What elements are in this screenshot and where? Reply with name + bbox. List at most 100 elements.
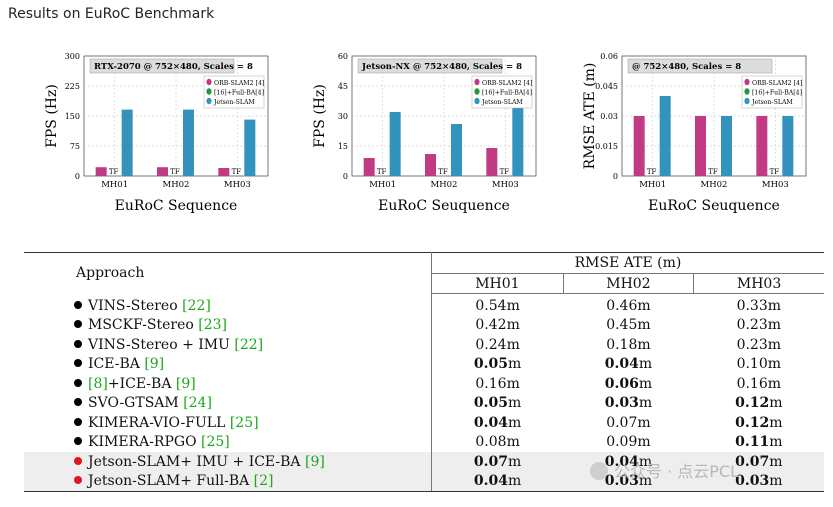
legend-label: ORB-SLAM2 [4] [214,80,264,87]
y-axis-label: FPS (Hz) [312,84,328,148]
x-axis-label: EuRoC Seuquence [648,198,780,214]
y-tick-label: 15 [338,142,348,151]
approach-cell: KIMERA-RPGO [25] [24,432,432,452]
value-cell-mh01: 0.08m [475,434,520,451]
black-dot-icon [74,359,82,368]
bar-orb-slam2-4--mh02 [425,154,436,176]
value-cell-mh02: 0.18m [606,336,651,353]
x-axis-label: EuRoC Seuquence [378,198,510,214]
citation: [2] [253,473,274,490]
value-cell-mh03: 0.11m [735,434,783,451]
black-dot-icon [74,378,82,387]
legend-label: Jetson-SLAM [751,99,793,106]
tf-label: TF [109,168,119,176]
approach-cell: Jetson-SLAM+ IMU + ICE-BA [9] [24,452,432,472]
y-tick-label: 0 [613,172,618,181]
x-tick-label: MH01 [639,180,666,190]
value-cell-mh03: 0.03m [693,471,824,492]
value-cell-mh01: 0.54m [475,297,520,314]
watermark-text: 公众号 · 点云PCL [614,462,739,481]
y-tick-label: 45 [338,82,348,91]
black-dot-icon [74,437,82,446]
table-row: ICE-BA [9] 0.05m 0.04m 0.10m [24,354,824,374]
value-cell-mh01: 0.07m [431,452,564,472]
chart-rmse-ate: 0 0.015 0.03 0.045 0.06 MH01 TF MH02 TF MH03 TF @ 7… [560,45,820,235]
black-dot-icon [74,398,82,407]
approach-header: Approach [24,252,432,294]
y-tick-label: 225 [65,82,80,91]
black-dot-icon [74,320,82,329]
citation: [9] [144,356,165,373]
x-tick-label: MH02 [163,180,190,190]
citation: [23] [198,317,228,334]
legend-label: ORB-SLAM2 [4] [482,80,532,87]
legend-label: [16]+Full-BA[4] [214,90,264,97]
tf-label: TF [438,168,448,176]
value-cell-mh03: 0.33m [736,297,782,314]
bar-orb-slam2-4--mh01 [633,116,645,176]
table-row: [8]+ICE-BA [9] 0.16m 0.06m 0.16m [24,374,824,394]
legend-marker [206,88,212,95]
chart-title: @ 752×480, Scales = 8 [632,62,741,72]
y-tick-label: 0.015 [595,142,618,151]
bar-jetson-slam-mh02 [451,124,462,176]
table-row: VINS-Stereo + IMU [22] 0.24m 0.18m 0.23m [24,335,824,355]
bar-jetson-slam-mh02 [721,116,732,176]
value-cell-mh03: 0.10m [736,356,782,373]
bar-orb-slam2-4--mh02 [157,167,168,176]
value-cell-mh02: 0.46m [606,297,651,314]
results-table: Approach RMSE ATE (m) MH01 MH02 MH03 VIN… [24,252,824,492]
bar-jetson-slam-mh03 [782,116,794,176]
tf-label: TF [770,168,780,176]
tf-label: TF [500,168,510,176]
bar-jetson-slam-mh01 [121,109,133,176]
approach-name: +ICE-BA [107,375,176,392]
approach-cell: [8]+ICE-BA [9] [24,374,432,394]
approach-name: Jetson-SLAM+ Full-BA [88,473,254,490]
approach-cell: MSCKF-Stereo [23] [24,315,432,335]
value-cell-mh01: 0.16m [475,375,520,392]
approach-cell: Jetson-SLAM+ Full-BA [2] [24,471,432,492]
black-dot-icon [74,417,82,426]
chart-svg-jetson-nx: 0 15 30 45 60 MH01 TF MH02 TF MH03 TF Jetson-NX @ 7… [312,52,537,214]
chart-title-box [89,58,235,74]
value-cell-mh02: 0.45m [606,317,651,334]
approach-name: ICE-BA [88,356,145,373]
legend-marker [744,97,750,105]
value-cell-mh02: 0.09m [606,434,651,451]
chart-jetson-nx: 0 15 30 45 60 MH01 TF MH02 TF MH03 TF Jetson-NX @ 7… [290,45,550,235]
value-cell-mh02: 0.03m [604,395,653,412]
value-cell-mh02: 0.07m [606,414,651,431]
bar-jetson-slam-mh02 [183,109,194,176]
bar-jetson-slam-mh01 [389,112,401,176]
approach-cell: SVO-GTSAM [24] [24,393,432,413]
value-cell-mh02: 0.06m [604,375,653,392]
value-cell-mh03: 0.12m [735,395,783,412]
legend-marker [474,88,480,95]
value-cell-mh03: 0.23m [736,336,782,353]
approach-cell: VINS-Stereo [22] [24,293,432,316]
value-cell-mh03: 0.16m [736,375,782,392]
table-row: VINS-Stereo [22] 0.54m 0.46m 0.33m [24,293,824,316]
citation: [9] [175,375,196,392]
tf-label: TF [647,168,657,176]
approach-name: MSCKF-Stereo [88,317,199,334]
legend-label: Jetson-SLAM [213,99,255,106]
chart-title-box [627,58,773,74]
legend-box [741,75,803,109]
bar-orb-slam2-4--mh01 [95,167,107,176]
legend-box [203,75,265,109]
approach-name: VINS-Stereo [88,297,183,314]
approach-cell: KIMERA-VIO-FULL [25] [24,413,432,433]
y-tick-label: 300 [65,52,80,61]
bar-jetson-slam-mh01 [659,96,671,176]
legend-marker [206,78,212,86]
approach-cell: ICE-BA [9] [24,354,432,374]
rmse-header: RMSE ATE (m) [431,252,824,274]
legend-label: Jetson-SLAM [481,99,523,106]
value-cell-mh02: 0.04m [604,356,653,373]
x-tick-label: MH02 [701,180,728,190]
value-cell-mh01: 0.04m [473,414,522,431]
y-tick-label: 30 [338,112,348,121]
approach-name: SVO-GTSAM [88,395,184,412]
